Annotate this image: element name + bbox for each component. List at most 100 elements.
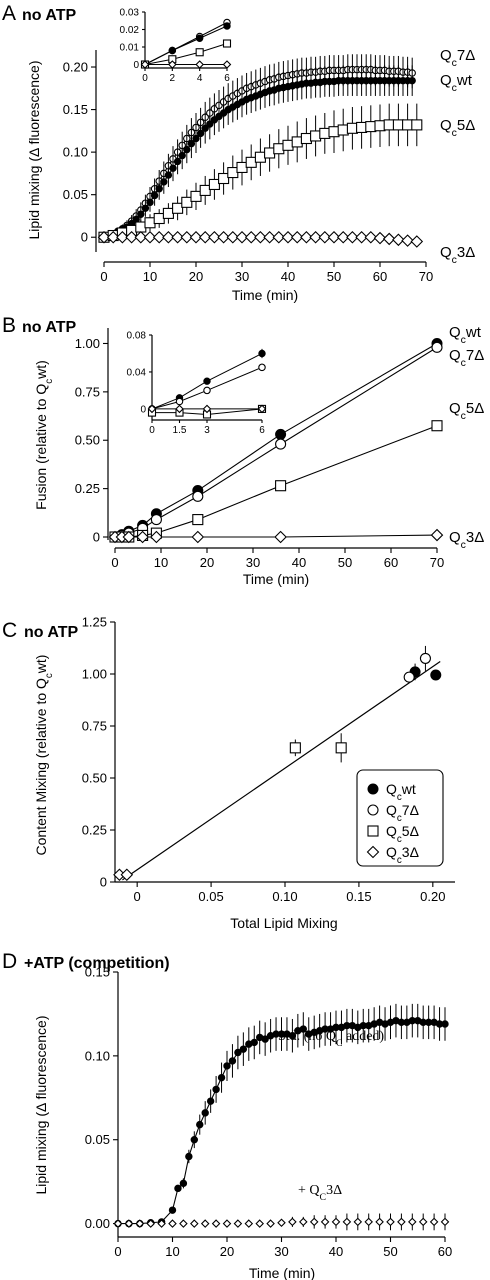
x-tick-label: 60 — [438, 1244, 452, 1259]
data-point — [300, 132, 312, 145]
series-Qc5Δ — [289, 733, 347, 763]
series-label-Qc3Δ-suffix: 3Δ — [466, 529, 484, 546]
series-label-Qc5Δ-sub: c — [452, 127, 457, 139]
data-point — [190, 190, 202, 202]
data-point — [300, 230, 313, 244]
data-point — [201, 124, 209, 132]
data-point — [277, 1218, 286, 1228]
data-point — [228, 1057, 237, 1065]
x-tick-label: 40 — [292, 555, 306, 570]
series-label-Qcwt-suffix: wt — [465, 324, 482, 341]
legend-entry-Qc7Δ-base: Q — [386, 802, 397, 818]
inset-y-tick-label: 0 — [140, 404, 146, 415]
y-tick-label: 1.00 — [82, 667, 107, 682]
data-point — [185, 1152, 193, 1161]
data-point — [410, 235, 424, 248]
x-tick-label: 0 — [111, 555, 118, 570]
inset-series-Qcwt — [141, 22, 231, 69]
legend-entry-Qc3Δ-sub: c — [397, 855, 402, 866]
annotation-competition-suffix: 3Δ — [326, 1183, 342, 1198]
data-point — [146, 198, 154, 207]
inset-x-tick-label: 6 — [224, 73, 230, 84]
series-label-Qc7Δ-base: Q — [440, 47, 452, 64]
data-point — [180, 230, 194, 244]
data-point — [291, 136, 303, 148]
data-point — [261, 1035, 269, 1043]
data-point — [217, 230, 230, 244]
inset-data-point — [203, 377, 211, 385]
data-point — [179, 1219, 188, 1228]
data-point — [120, 868, 134, 881]
legend-marker — [367, 804, 379, 816]
data-point — [179, 1179, 188, 1188]
data-point — [392, 233, 405, 247]
series-line — [114, 343, 438, 538]
data-point — [254, 230, 267, 244]
data-point — [164, 171, 173, 179]
y-axis-title: Content Mixing (relative to Qcwt) — [33, 655, 55, 856]
legend-box — [356, 769, 444, 867]
y-tick-label: 0.75 — [82, 719, 107, 734]
data-point — [328, 126, 340, 138]
data-point — [299, 1217, 308, 1227]
data-point — [382, 232, 396, 246]
data-point — [255, 1219, 264, 1228]
data-point — [310, 130, 322, 142]
data-point — [245, 156, 257, 168]
data-point — [174, 1184, 182, 1193]
data-point — [208, 230, 221, 244]
inset-y-tick-label: 0.03 — [120, 8, 140, 19]
data-point — [319, 127, 331, 139]
inset-y-tick-label: 0.02 — [120, 25, 140, 36]
data-point — [272, 230, 286, 244]
inset-series-Qc3Δ — [147, 404, 267, 414]
data-point — [187, 139, 196, 148]
data-point — [141, 204, 150, 212]
inset-x-tick-label: 3 — [204, 425, 210, 436]
legend-marker — [366, 845, 380, 859]
inset-data-point — [147, 404, 157, 414]
data-point — [309, 1217, 319, 1227]
data-point — [226, 230, 240, 244]
data-point — [192, 514, 204, 526]
x-axis-title: Time (min) — [249, 1265, 315, 1280]
series-label-Qc5Δ: Qc5Δ — [449, 400, 484, 422]
data-point — [171, 230, 184, 244]
x-tick-label: 20 — [189, 269, 203, 284]
data-point — [320, 1217, 330, 1227]
inset-series-line — [144, 43, 228, 65]
x-tick-label: 30 — [246, 555, 260, 570]
y-tick-label: 0.05 — [63, 187, 88, 202]
data-point — [392, 119, 404, 131]
data-point — [290, 230, 304, 244]
data-point — [124, 1219, 134, 1228]
series-label-Qc3Δ-base: Q — [440, 244, 452, 261]
legend-entry-Qc5Δ-suffix: 5Δ — [402, 823, 419, 839]
series-Qc3Δ — [113, 868, 134, 881]
data-point — [135, 1219, 145, 1228]
data-point — [212, 1085, 220, 1094]
annotation-competition: + QC3Δ — [298, 1183, 342, 1203]
series-label-Qc7Δ-suffix: 7Δ — [457, 47, 475, 64]
data-point — [281, 230, 295, 244]
series-label-Qc7Δ: Qc7Δ — [449, 347, 484, 369]
series-label-Qc5Δ: Qc5Δ — [440, 117, 475, 139]
data-point — [192, 134, 200, 143]
panel-letter: A — [2, 2, 16, 25]
y-tick-label: 0.50 — [75, 433, 100, 448]
data-point — [189, 230, 203, 244]
inset-series-Qcwt — [148, 348, 266, 413]
y-axis-title: Lipid mixing (Δ fluorescence) — [26, 61, 42, 240]
data-point — [408, 1217, 417, 1227]
annotation-competition-base: + Q — [298, 1183, 320, 1198]
data-point — [346, 230, 359, 244]
series-label-Qc5Δ-base: Q — [449, 400, 461, 417]
x-tick-label: 10 — [165, 1244, 179, 1259]
series-label-Qc5Δ-base: Q — [440, 117, 452, 134]
data-point — [173, 157, 182, 166]
data-point — [206, 120, 214, 128]
series-label-Qc7Δ-base: Q — [449, 347, 461, 364]
x-tick-label: 0 — [100, 269, 107, 284]
data-point — [196, 1120, 204, 1129]
series-label-Qc5Δ-suffix: 5Δ — [457, 117, 475, 134]
